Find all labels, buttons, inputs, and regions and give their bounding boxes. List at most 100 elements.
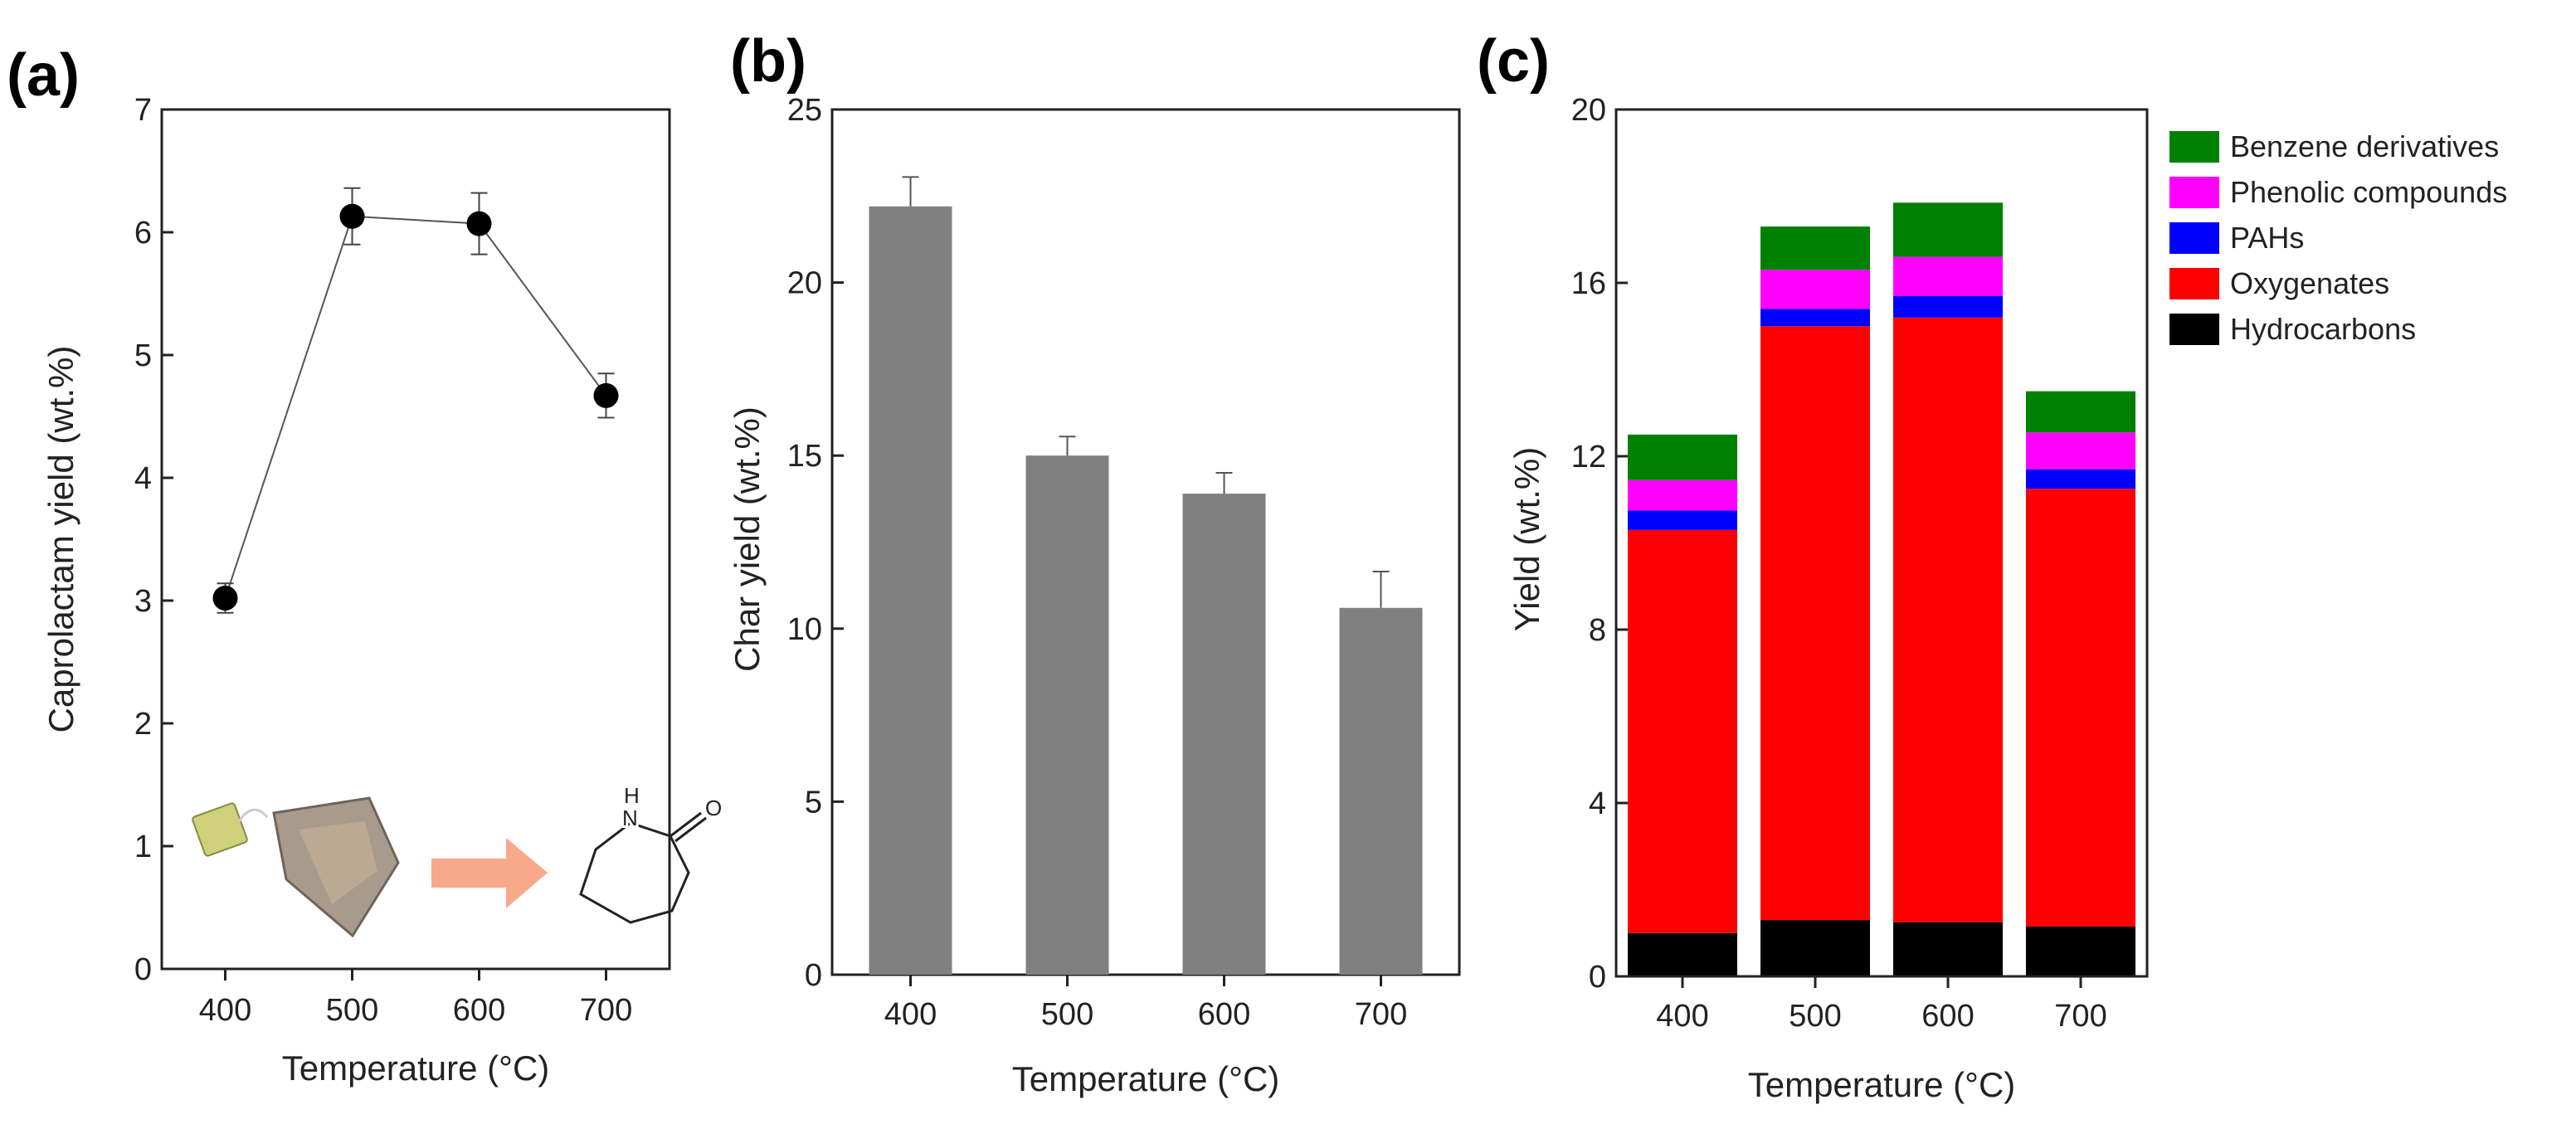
panel-b-y-tick-label: 15	[787, 439, 822, 474]
panel-c-bar-segment-pahs	[1760, 309, 1870, 327]
panel-a-x-tick-label: 400	[199, 993, 251, 1028]
panel-a-y-tick-label: 7	[134, 93, 152, 128]
nitrogen-atom-label: N	[622, 805, 638, 830]
panel-a-y-tick-label: 4	[134, 461, 152, 496]
panel-b-x-tick-label: 700	[1355, 997, 1407, 1032]
panel-b-x-axis-title: Temperature (°C)	[1012, 1059, 1280, 1098]
panel-a-y-axis-title: Caprolactam yield (wt.%)	[41, 346, 80, 733]
panel-c-bar-segment-benzene-derivatives	[1760, 226, 1870, 270]
panel-b-y-tick-label: 5	[805, 785, 822, 820]
panel-c-bar-segment-oxygenates	[2026, 489, 2135, 927]
panel-c-bar-segment-oxygenates	[1628, 529, 1737, 933]
panel-b-bar	[1339, 607, 1423, 975]
panel-a-series	[212, 187, 619, 614]
panel-b-y-tick-label: 20	[787, 266, 822, 301]
legend-swatch-benzene-derivatives	[2169, 131, 2219, 163]
panel-label-a: (a)	[7, 42, 80, 109]
legend-label-hydrocarbons: Hydrocarbons	[2230, 312, 2416, 346]
panel-c-x-tick-label: 600	[1921, 999, 1974, 1034]
panel-c-y-axis-title: Yield (wt.%)	[1507, 447, 1546, 632]
panel-b-x-axis: 400 500 600 700	[884, 975, 1407, 1032]
tea-bag-icon	[272, 796, 400, 938]
panel-c-y-tick-label: 8	[1589, 613, 1606, 648]
panel-c-x-axis-title: Temperature (°C)	[1748, 1065, 2016, 1104]
panel-b-y-tick-label: 10	[787, 612, 822, 647]
panel-b-y-axis: 0 5 10 15 20 25	[787, 93, 844, 993]
panel-c-stacked-bar-chart: 0 4 8 12 16 20 400 500 600 700 Yield (wt.%) Temp…	[1507, 93, 2507, 1104]
panel-c-bars	[1628, 202, 2135, 976]
panel-a-data-point	[466, 211, 492, 236]
panel-c-y-tick-label: 12	[1571, 440, 1606, 474]
panel-c-x-tick-label: 400	[1656, 999, 1708, 1034]
legend-label-oxygenates: Oxygenates	[2230, 266, 2389, 300]
caprolactam-structure-icon: N H O	[579, 783, 722, 924]
panel-c-bar-segment-pahs	[1628, 510, 1737, 530]
panel-a-data-point	[212, 586, 238, 611]
tea-bag-tag-icon	[192, 802, 269, 857]
panel-b-bar	[1182, 494, 1266, 975]
panel-a-x-tick-label: 500	[326, 993, 378, 1028]
legend-label-pahs: PAHs	[2230, 221, 2304, 255]
panel-a-x-axis-title: Temperature (°C)	[282, 1049, 550, 1088]
panel-a-data-point	[339, 203, 365, 229]
panel-a-y-tick-label: 2	[134, 707, 152, 742]
panel-c-bar-segment-hydrocarbons	[1893, 922, 2003, 976]
panel-c-bar-segment-pahs	[1893, 295, 2003, 318]
legend-swatch-phenolic-compounds	[2169, 177, 2219, 208]
panel-a-y-tick-label: 5	[134, 338, 152, 373]
legend-label-phenolic-compounds: Phenolic compounds	[2230, 175, 2507, 209]
panel-b-bar	[1025, 455, 1109, 975]
panel-c-y-tick-label: 0	[1589, 960, 1606, 995]
panel-label-c: (c)	[1477, 28, 1550, 95]
panel-c-bar-segment-phenolic-compounds	[1893, 256, 2003, 296]
panel-b-x-tick-label: 400	[884, 997, 937, 1032]
panel-a-x-tick-label: 700	[580, 993, 632, 1028]
panel-a-y-tick-label: 0	[134, 952, 152, 987]
panel-c-bar-segment-hydrocarbons	[1628, 932, 1737, 976]
panel-c-x-tick-label: 500	[1789, 999, 1841, 1034]
panel-c-bar-segment-benzene-derivatives	[2026, 391, 2135, 433]
panel-a-y-tick-label: 1	[134, 830, 152, 864]
panel-b-y-axis-title: Char yield (wt.%)	[728, 406, 767, 672]
panel-a-line-chart: 0 1 2 3 4 5 6 7 400 500 600 700 Caprolactam yield …	[41, 93, 722, 1088]
legend-swatch-oxygenates	[2169, 268, 2219, 299]
hydrogen-atom-label: H	[624, 783, 640, 808]
legend-label-benzene-derivatives: Benzene derivatives	[2230, 129, 2499, 163]
panel-b-y-tick-label: 0	[805, 958, 822, 993]
panel-c-bar-segment-phenolic-compounds	[1760, 270, 1870, 309]
panel-a-data-point	[593, 382, 619, 408]
panel-c-bar-segment-oxygenates	[1893, 317, 2003, 922]
panel-c-y-tick-label: 4	[1589, 786, 1606, 821]
panel-a-y-tick-label: 6	[134, 216, 152, 251]
panel-a-plot-frame	[160, 108, 671, 971]
panel-c-bar-segment-pahs	[2026, 469, 2135, 489]
panel-b-bars	[869, 176, 1423, 976]
panel-c-y-tick-label: 20	[1571, 93, 1606, 128]
panel-c-x-tick-label: 700	[2054, 999, 2106, 1034]
panel-a-y-axis: 0 1 2 3 4 5 6 7	[134, 93, 173, 987]
panel-c-y-axis: 0 4 8 12 16 20	[1571, 93, 1628, 995]
panel-a-y-tick-label: 3	[134, 584, 152, 619]
panel-b-bar	[869, 206, 952, 976]
legend-swatch-hydrocarbons	[2169, 314, 2219, 345]
panel-c-legend: Benzene derivatives Phenolic compounds PAH…	[2169, 129, 2507, 346]
panel-b-x-tick-label: 500	[1041, 997, 1093, 1032]
panel-b-y-tick-label: 25	[787, 93, 822, 128]
arrow-icon	[431, 838, 548, 908]
panel-c-bar-segment-oxygenates	[1760, 326, 1870, 921]
panel-b-x-tick-label: 600	[1198, 997, 1250, 1032]
panel-label-b: (b)	[730, 28, 806, 95]
panel-c-plot-frame	[1614, 108, 2149, 978]
panel-b-bar-chart: 0 5 10 15 20 25 400 500 600 700 Char yield (wt.%…	[728, 93, 1461, 1098]
panel-a-series-line	[224, 215, 607, 599]
panel-b-plot-frame	[830, 108, 1461, 976]
panel-c-bar-segment-phenolic-compounds	[1628, 479, 1737, 511]
oxygen-atom-label: O	[705, 796, 722, 820]
panel-a-x-tick-label: 600	[453, 993, 505, 1028]
panel-a-x-axis: 400 500 600 700	[199, 969, 632, 1028]
panel-c-x-axis: 400 500 600 700	[1656, 976, 2107, 1034]
panel-c-bar-segment-benzene-derivatives	[1893, 202, 2003, 257]
panel-c-bar-segment-hydrocarbons	[1760, 920, 1870, 976]
panel-c-y-tick-label: 16	[1571, 266, 1606, 301]
